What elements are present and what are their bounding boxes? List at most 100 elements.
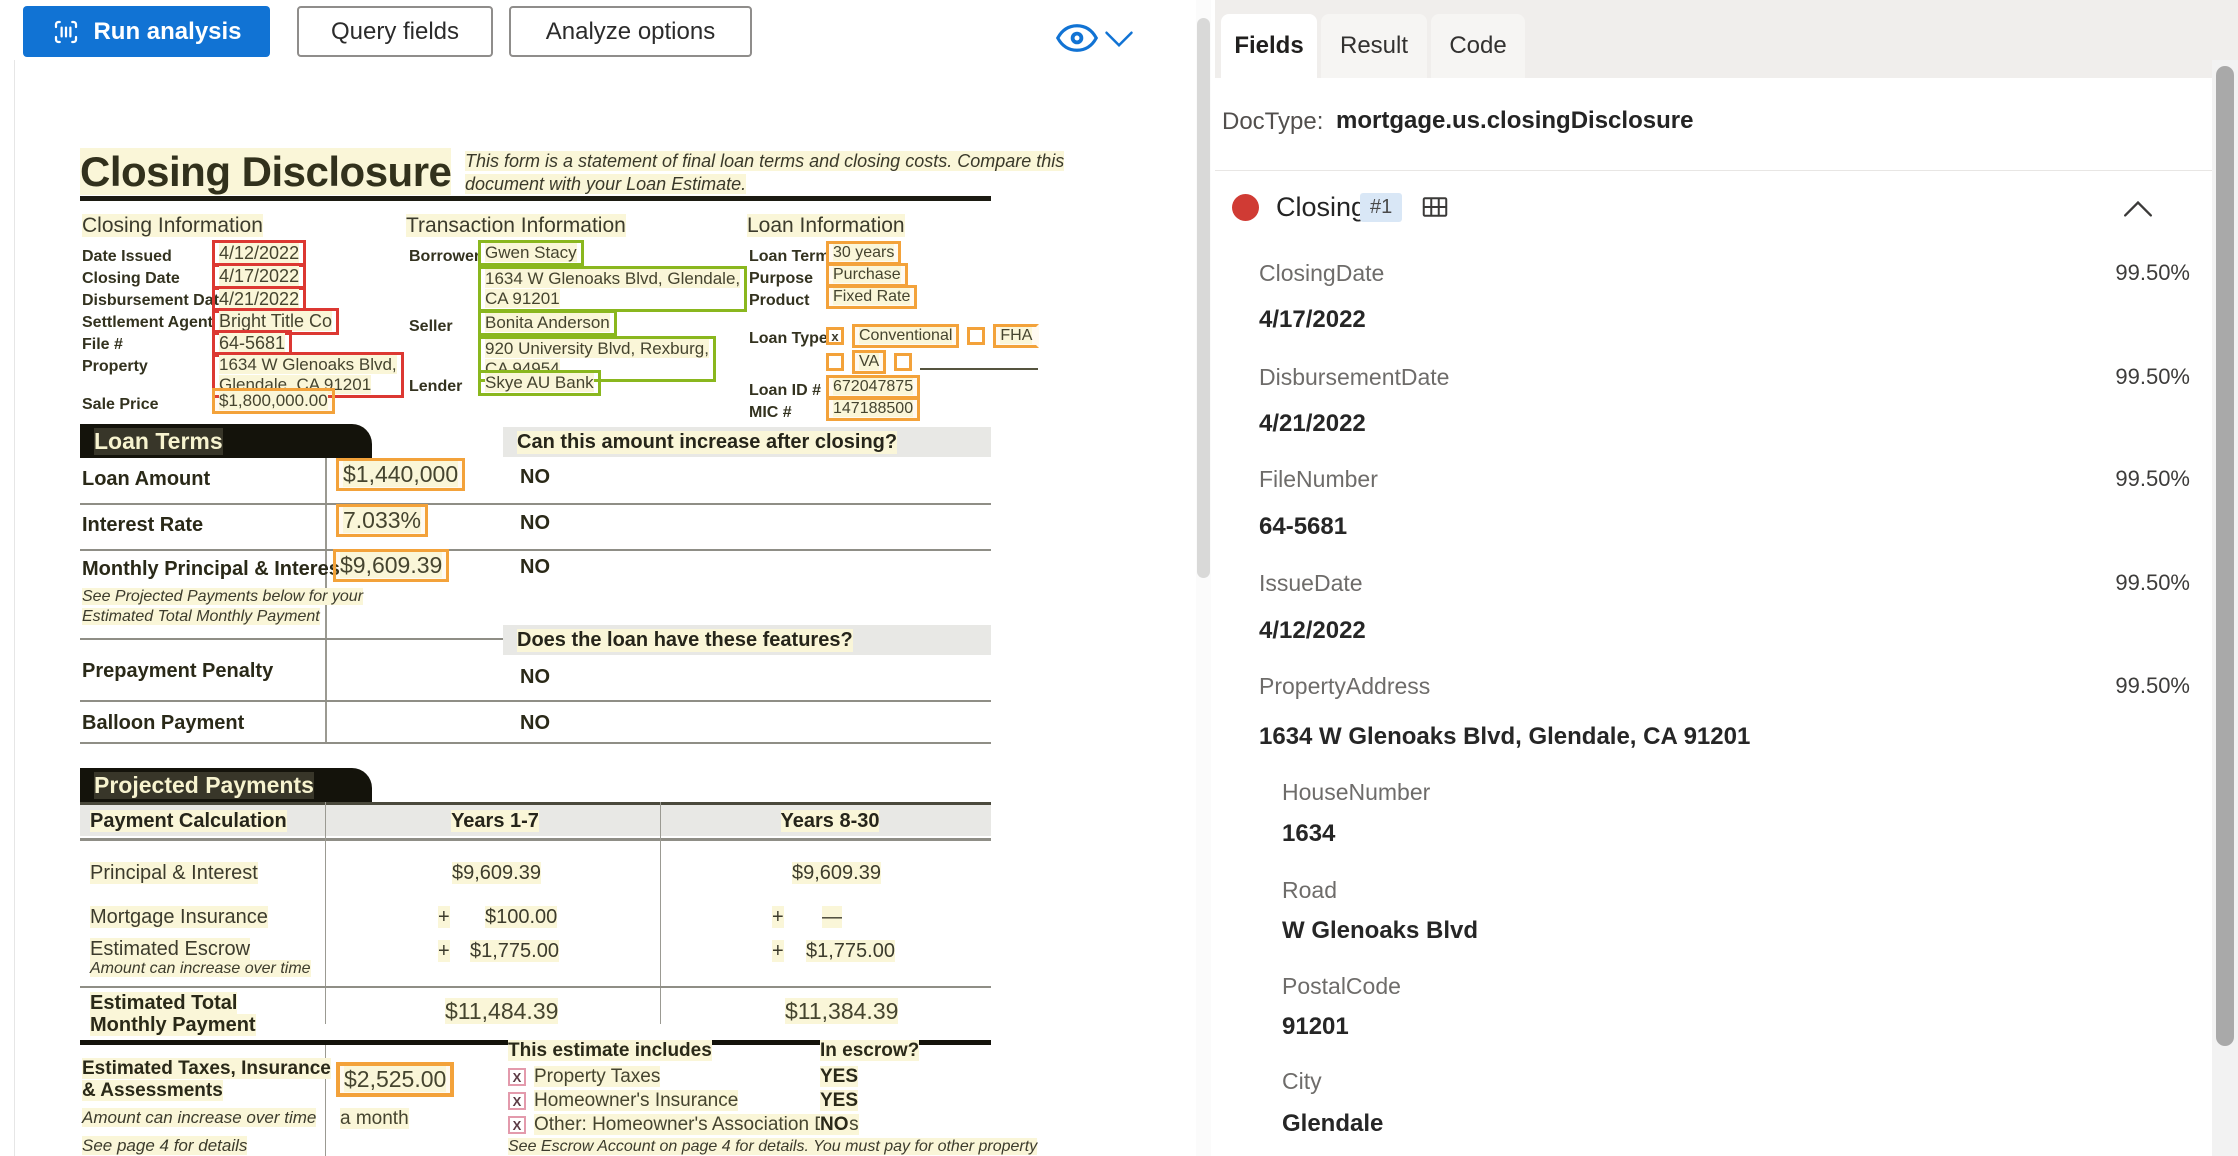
- checkbox-homeowners-insurance[interactable]: X: [508, 1092, 526, 1110]
- mortgage-insurance-label: Mortgage Insurance: [90, 906, 268, 928]
- escrow-footnote-1: See Escrow Account on page 4 for details…: [508, 1138, 1038, 1155]
- panel-scrollbar-thumb[interactable]: [2216, 66, 2234, 1046]
- lender-label: Lender: [409, 378, 463, 395]
- date-issued-label: Date Issued: [82, 248, 172, 265]
- taxes-amount-value[interactable]: $2,525.00: [336, 1062, 455, 1097]
- product-label: Product: [749, 292, 810, 309]
- loan-term-label: Loan Term: [749, 248, 830, 265]
- escrow-plus-1: +: [438, 940, 450, 962]
- mic-value[interactable]: 147188500: [826, 397, 921, 421]
- field-value-propertyaddress[interactable]: 1634 W Glenoaks Blvd, Glendale, CA 91201: [1259, 723, 1751, 750]
- loan-term-value[interactable]: 30 years: [826, 241, 902, 265]
- estimated-total-label-2: Monthly Payment: [90, 1014, 256, 1036]
- document-scrollbar-thumb[interactable]: [1197, 18, 1210, 578]
- principal-interest-label: Principal & Interest: [90, 862, 258, 884]
- analyze-options-button[interactable]: Analyze options: [509, 6, 752, 57]
- field-label-propertyaddress: PropertyAddress: [1259, 673, 1431, 699]
- estimated-total-label-1: Estimated Total: [90, 992, 238, 1014]
- tab-result-label: Result: [1339, 32, 1409, 59]
- taxes-note-2: See page 4 for details: [82, 1136, 248, 1155]
- doctype-label: DocType:: [1222, 108, 1324, 135]
- sale-price-value[interactable]: $1,800,000.00: [212, 388, 335, 414]
- taxes-label-2: & Assessments: [82, 1080, 223, 1101]
- chevron-down-icon[interactable]: [1104, 30, 1134, 53]
- checkbox-va[interactable]: [826, 353, 844, 371]
- projected-divider-1: [325, 802, 326, 1024]
- run-analysis-button[interactable]: Run analysis: [23, 6, 270, 57]
- tab-code[interactable]: Code: [1431, 14, 1525, 78]
- scan-icon: [51, 17, 81, 47]
- loan-id-value[interactable]: 672047875: [826, 375, 921, 399]
- checkbox-fha[interactable]: [967, 327, 986, 345]
- field-label-road: Road: [1282, 877, 1337, 903]
- field-confidence: 99.50%: [2115, 570, 2190, 595]
- field-value-road[interactable]: W Glenoaks Blvd: [1282, 917, 1479, 944]
- field-label-closingdate: ClosingDate: [1259, 260, 1385, 286]
- mi-years830: —: [822, 906, 842, 928]
- checkbox-conventional[interactable]: x: [826, 327, 844, 345]
- mi-plus-2: +: [772, 906, 784, 928]
- field-value-issuedate[interactable]: 4/12/2022: [1259, 617, 1366, 644]
- checkbox-other-hoa-dues[interactable]: X: [508, 1116, 526, 1134]
- projected-divider-2: [660, 802, 661, 1024]
- tab-result[interactable]: Result: [1321, 14, 1427, 78]
- collapse-chevron-up-icon[interactable]: [2122, 200, 2154, 223]
- years-8-30-header: Years 8-30: [780, 810, 880, 832]
- prepayment-penalty-answer: NO: [520, 666, 550, 688]
- borrower-address-value[interactable]: 1634 W Glenoaks Blvd, Glendale, CA 91201: [478, 266, 748, 312]
- field-value-housenumber[interactable]: 1634: [1282, 820, 1336, 847]
- seller-name-value[interactable]: Bonita Anderson: [478, 310, 617, 336]
- product-value[interactable]: Fixed Rate: [826, 285, 918, 309]
- document-scrollbar-track[interactable]: [1196, 0, 1211, 1156]
- field-confidence: 99.50%: [2115, 364, 2190, 389]
- interest-rate-value[interactable]: 7.033%: [336, 504, 429, 537]
- loan-type-row1[interactable]: x Conventional FHA: [826, 324, 1040, 348]
- row-separator: [80, 838, 991, 841]
- field-value-disbursementdate[interactable]: 4/21/2022: [1259, 410, 1366, 437]
- field-value-postalcode[interactable]: 91201: [1282, 1013, 1349, 1040]
- loan-info-heading: Loan Information: [747, 214, 905, 237]
- tab-fields[interactable]: Fields: [1221, 14, 1317, 78]
- visibility-eye-icon[interactable]: [1055, 22, 1099, 59]
- purpose-value[interactable]: Purchase: [826, 263, 908, 287]
- purpose-label: Purpose: [749, 270, 814, 287]
- query-fields-label: Query fields: [330, 17, 460, 45]
- loan-type-label: Loan Type: [749, 330, 828, 347]
- disbursement-date-label: Disbursement Date: [82, 292, 228, 309]
- table-grid-icon[interactable]: [1420, 192, 1450, 227]
- borrower-name-value[interactable]: Gwen Stacy: [478, 240, 584, 266]
- tab-code-label: Code: [1449, 32, 1507, 59]
- mi-years17: $100.00: [485, 906, 558, 928]
- escrow-years830: $1,775.00: [806, 940, 895, 962]
- field-value-closingdate[interactable]: 4/17/2022: [1259, 306, 1366, 333]
- years-1-7-header: Years 1-7: [451, 810, 539, 832]
- checkbox-other[interactable]: [894, 353, 913, 371]
- sale-price-label: Sale Price: [82, 396, 159, 413]
- panel-scrollbar-track[interactable]: [2212, 60, 2238, 1156]
- seller-address-value[interactable]: 920 University Blvd, Rexburg, CA 94954: [478, 336, 716, 382]
- loan-type-row2[interactable]: VA: [826, 350, 1039, 374]
- row-separator: [80, 503, 991, 505]
- field-value-city[interactable]: Glendale: [1282, 1110, 1384, 1137]
- field-value-filenumber[interactable]: 64-5681: [1259, 513, 1348, 540]
- estimate-item-2: X Homeowner's Insurance: [508, 1090, 739, 1112]
- borrower-label: Borrower: [409, 248, 481, 265]
- closing-date-label: Closing Date: [82, 270, 180, 287]
- total-years830: $11,384.39: [785, 998, 899, 1024]
- mic-label: MIC #: [749, 404, 792, 421]
- monthly-pi-value[interactable]: $9,609.39: [333, 549, 450, 582]
- field-label-disbursementdate: DisbursementDate: [1259, 364, 1450, 390]
- group-color-dot: [1232, 194, 1259, 221]
- monthly-pi-note1: See Projected Payments below for your: [82, 588, 364, 605]
- loan-amount-answer: NO: [520, 466, 550, 488]
- monthly-pi-label: Monthly Principal & Interest: [82, 558, 347, 580]
- loan-terms-question2: Does the loan have these features?: [503, 625, 991, 655]
- loan-amount-value[interactable]: $1,440,000: [336, 458, 466, 491]
- field-label-filenumber: FileNumber: [1259, 466, 1378, 492]
- query-fields-button[interactable]: Query fields: [297, 6, 493, 57]
- estimate-item-1: X Property Taxes: [508, 1066, 661, 1088]
- tab-fields-label: Fields: [1234, 32, 1304, 59]
- lender-value[interactable]: Skye AU Bank: [478, 370, 601, 396]
- checkbox-property-taxes[interactable]: X: [508, 1068, 526, 1086]
- taxes-per-month: a month: [340, 1108, 409, 1129]
